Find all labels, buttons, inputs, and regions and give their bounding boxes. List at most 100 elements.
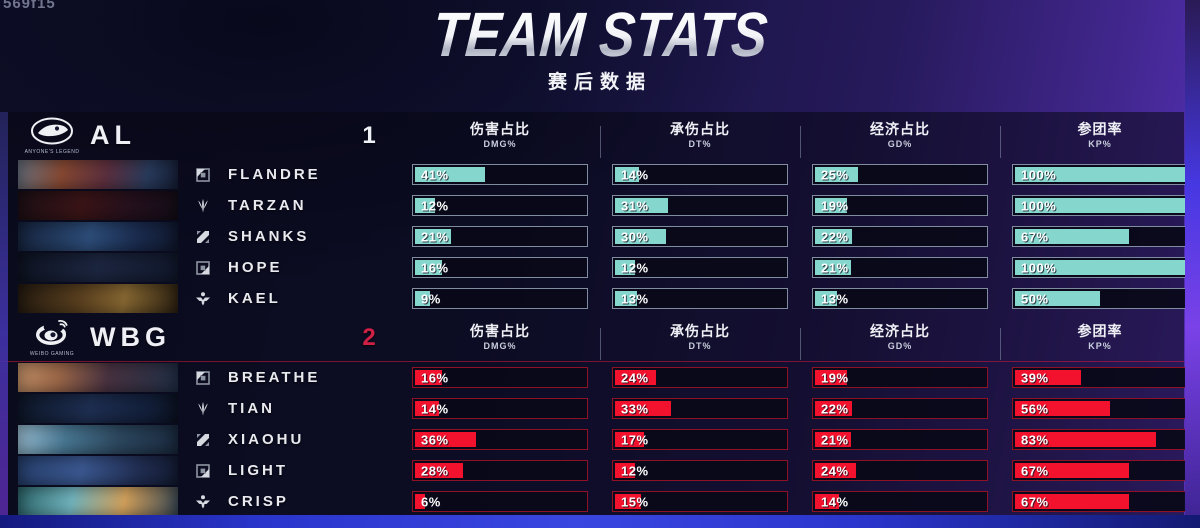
stat-gd: 14%	[800, 491, 1000, 512]
stat-kp: 100%	[1000, 195, 1200, 216]
player-row-light: LIGHT 28% 12% 24% 67%	[0, 455, 1188, 486]
stat-dt: 12%	[600, 460, 800, 481]
stat-value: 33%	[621, 401, 649, 416]
stat-dt: 13%	[600, 288, 800, 309]
stat-value: 67%	[1021, 463, 1049, 478]
stat-dmg: 16%	[400, 257, 600, 278]
stat-value: 12%	[421, 198, 449, 213]
champion-art	[18, 160, 178, 189]
stat-bar-fill	[1015, 198, 1185, 213]
stat-bar-fill	[415, 291, 431, 306]
team-score: 2	[362, 323, 376, 351]
stat-value: 17%	[621, 432, 649, 447]
stat-bar-fill	[815, 463, 856, 478]
stat-value: 16%	[421, 370, 449, 385]
player-row-tian: TIAN 14% 33% 22% 56%	[0, 393, 1188, 424]
column-header-dt: 承伤占比 DT%	[600, 323, 800, 361]
column-label-en: KP%	[1088, 341, 1112, 352]
left-edge-decoration	[0, 112, 8, 516]
stat-gd: 21%	[800, 257, 1000, 278]
stat-kp: 83%	[1000, 429, 1200, 450]
stat-bar: 33%	[612, 398, 788, 419]
column-header-gd: 经济占比 GD%	[800, 323, 1000, 361]
player-name: TARZAN	[228, 197, 307, 214]
stat-bar-fill	[815, 370, 848, 385]
stat-bar: 67%	[1012, 460, 1188, 481]
stat-value: 67%	[1021, 494, 1049, 509]
stat-value: 50%	[1021, 291, 1049, 306]
stat-value: 21%	[421, 229, 449, 244]
stat-kp: 67%	[1000, 226, 1200, 247]
stat-value: 16%	[421, 260, 449, 275]
stat-gd: 19%	[800, 195, 1000, 216]
stat-value: 13%	[821, 291, 849, 306]
stat-bar: 14%	[612, 164, 788, 185]
stats-table: ANYONE'S LEGEND AL 1 伤害占比 DMG% 承伤占比 DT% 经济占比 GD%…	[0, 112, 1188, 517]
stat-bar-fill	[1015, 370, 1082, 385]
champion-art	[18, 425, 178, 454]
stat-bar: 24%	[812, 460, 988, 481]
column-label-en: DMG%	[483, 139, 517, 150]
stat-bar-fill	[1015, 401, 1111, 416]
champion-art	[18, 222, 178, 251]
team-name: WBG	[90, 322, 171, 352]
stat-bar-fill	[415, 229, 451, 244]
stat-bar-fill	[615, 494, 641, 509]
stat-bar-fill	[1015, 432, 1157, 447]
stat-bar: 14%	[412, 398, 588, 419]
stat-value: 21%	[821, 432, 849, 447]
stat-value: 24%	[621, 370, 649, 385]
stat-value: 19%	[821, 370, 849, 385]
stat-bar: 21%	[412, 226, 588, 247]
stat-bar: 13%	[812, 288, 988, 309]
stat-bar-fill	[815, 291, 838, 306]
stat-dt: 14%	[600, 164, 800, 185]
champion-art	[18, 191, 178, 220]
player-name: CRISP	[228, 493, 289, 510]
player-row-breathe: BREATHE 16% 24% 19% 39%	[0, 362, 1188, 393]
stat-value: 28%	[421, 463, 449, 478]
stat-value: 14%	[421, 401, 449, 416]
stat-kp: 67%	[1000, 460, 1200, 481]
stat-value: 25%	[821, 167, 849, 182]
jungle-role-icon	[195, 198, 211, 214]
stat-dmg: 28%	[400, 460, 600, 481]
stat-bar: 83%	[1012, 429, 1188, 450]
stat-value: 100%	[1021, 198, 1057, 213]
stat-bar-fill	[415, 463, 463, 478]
column-label-zh: 伤害占比	[470, 323, 530, 340]
team-header-al: ANYONE'S LEGEND AL 1 伤害占比 DMG% 承伤占比 DT% 经济占比 GD%…	[0, 112, 1184, 159]
stat-bar: 39%	[1012, 367, 1188, 388]
team-logo-wrap: ANYONE'S LEGEND	[25, 116, 79, 155]
stat-bar-fill	[1015, 167, 1185, 182]
stat-dmg: 16%	[400, 367, 600, 388]
page-title: TEAM STATS	[34, 0, 1167, 70]
stat-value: 39%	[1021, 370, 1049, 385]
stat-value: 14%	[821, 494, 849, 509]
stat-bar: 13%	[612, 288, 788, 309]
stat-bar: 31%	[612, 195, 788, 216]
stat-bar: 22%	[812, 226, 988, 247]
champion-art	[18, 253, 178, 282]
stat-bar-fill	[815, 494, 839, 509]
stat-gd: 21%	[800, 429, 1000, 450]
bot-role-icon	[195, 260, 211, 276]
stat-dt: 31%	[600, 195, 800, 216]
column-label-en: KP%	[1088, 139, 1112, 150]
stat-bar: 22%	[812, 398, 988, 419]
column-header-dmg: 伤害占比 DMG%	[400, 323, 600, 351]
stat-dmg: 14%	[400, 398, 600, 419]
stat-bar-fill	[1015, 494, 1129, 509]
stat-bar: 12%	[612, 460, 788, 481]
stat-value: 6%	[421, 494, 441, 509]
stat-bar-fill	[415, 198, 436, 213]
column-header-kp: 参团率 KP%	[1000, 323, 1200, 361]
column-label-zh: 经济占比	[870, 121, 930, 138]
stat-bar: 28%	[412, 460, 588, 481]
stat-dmg: 12%	[400, 195, 600, 216]
stat-gd: 22%	[800, 398, 1000, 419]
stat-bar-fill	[615, 370, 656, 385]
player-name: SHANKS	[228, 228, 310, 245]
player-name: LIGHT	[228, 462, 288, 479]
stat-kp: 39%	[1000, 367, 1200, 388]
